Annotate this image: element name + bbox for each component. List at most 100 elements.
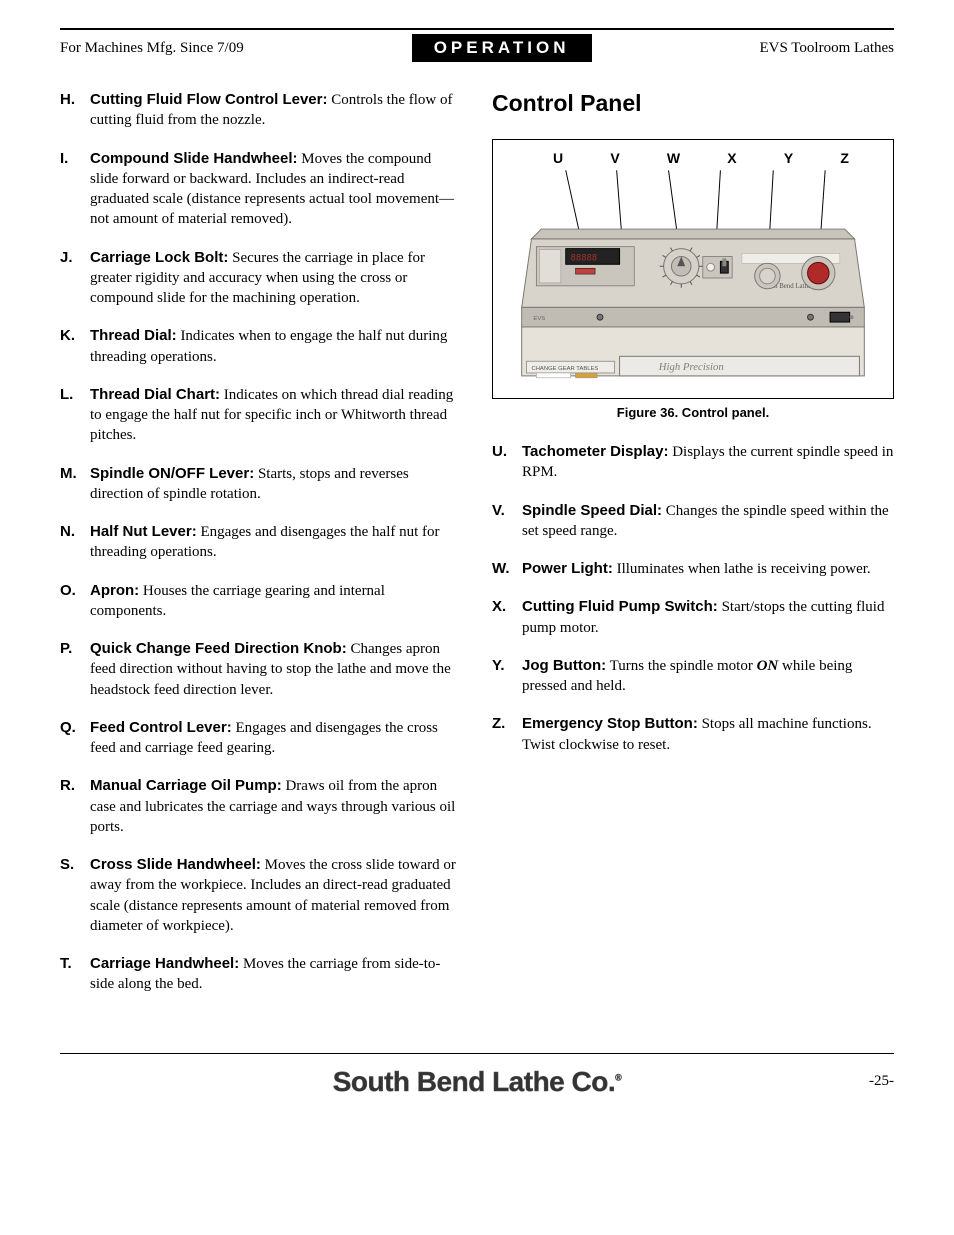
header-right: EVS Toolroom Lathes	[759, 40, 894, 57]
definition-item: N.Half Nut Lever: Engages and disengages…	[60, 522, 462, 563]
definition-body: Spindle ON/OFF Lever: Starts, stops and …	[90, 464, 462, 505]
top-rule	[60, 28, 894, 30]
definition-body: Power Light: Illuminates when lathe is r…	[522, 559, 894, 579]
definition-letter: Z.	[492, 714, 522, 755]
definition-body: Jog Button: Turns the spindle motor ON w…	[522, 656, 894, 697]
definition-item: O.Apron: Houses the carriage gearing and…	[60, 581, 462, 622]
definition-body: Feed Control Lever: Engages and disengag…	[90, 718, 462, 759]
control-panel-heading: Control Panel	[492, 90, 894, 117]
definition-item: Q.Feed Control Lever: Engages and diseng…	[60, 718, 462, 759]
content-columns: H.Cutting Fluid Flow Control Lever: Cont…	[60, 90, 894, 1013]
definition-body: Quick Change Feed Direction Knob: Change…	[90, 639, 462, 700]
definition-letter: M.	[60, 464, 90, 505]
definition-letter: X.	[492, 597, 522, 638]
definition-term: Tachometer Display:	[522, 443, 668, 460]
definition-item: J.Carriage Lock Bolt: Secures the carria…	[60, 248, 462, 309]
definition-letter: J.	[60, 248, 90, 309]
definition-term: Compound Slide Handwheel:	[90, 150, 298, 167]
definition-term: Thread Dial Chart:	[90, 386, 220, 403]
figure-drawing: CHANGE GEAR TABLESHigh Precision88888Sou…	[507, 168, 879, 388]
definition-letter: T.	[60, 954, 90, 995]
definition-letter: W.	[492, 559, 522, 579]
figure-callout-letter: X	[727, 150, 736, 166]
definition-term: Half Nut Lever:	[90, 523, 197, 540]
definition-term: Cross Slide Handwheel:	[90, 856, 261, 873]
svg-text:CHANGE GEAR TABLES: CHANGE GEAR TABLES	[531, 366, 598, 372]
definition-term: Cutting Fluid Pump Switch:	[522, 598, 718, 615]
definition-item: T.Carriage Handwheel: Moves the carriage…	[60, 954, 462, 995]
on-word: ON	[757, 658, 779, 674]
definition-letter: S.	[60, 855, 90, 936]
definition-letter: P.	[60, 639, 90, 700]
definition-term: Jog Button:	[522, 657, 606, 674]
definition-item: W.Power Light: Illuminates when lathe is…	[492, 559, 894, 579]
figure-callout-letter: Z	[840, 150, 849, 166]
definition-item: V.Spindle Speed Dial: Changes the spindl…	[492, 501, 894, 542]
definition-term: Cutting Fluid Flow Control Lever:	[90, 91, 327, 108]
definition-term: Spindle ON/OFF Lever:	[90, 465, 254, 482]
definition-body: Cutting Fluid Flow Control Lever: Contro…	[90, 90, 462, 131]
definition-item: X.Cutting Fluid Pump Switch: Start/stops…	[492, 597, 894, 638]
registered-mark: ®	[615, 1072, 621, 1082]
definition-body: Tachometer Display: Displays the current…	[522, 442, 894, 483]
right-definition-list: U.Tachometer Display: Displays the curre…	[492, 442, 894, 755]
definition-item: Z.Emergency Stop Button: Stops all machi…	[492, 714, 894, 755]
definition-item: R.Manual Carriage Oil Pump: Draws oil fr…	[60, 776, 462, 837]
svg-text:High Precision: High Precision	[658, 361, 724, 373]
bottom-rule	[60, 1053, 894, 1054]
figure-callout-letter: U	[553, 150, 563, 166]
definition-letter: R.	[60, 776, 90, 837]
definition-letter: H.	[60, 90, 90, 131]
definition-letter: L.	[60, 385, 90, 446]
figure-callout-letter: W	[667, 150, 680, 166]
svg-text:88888: 88888	[571, 253, 597, 263]
definition-term: Thread Dial:	[90, 327, 177, 344]
definition-letter: U.	[492, 442, 522, 483]
definition-item: K.Thread Dial: Indicates when to engage …	[60, 326, 462, 367]
definition-item: L.Thread Dial Chart: Indicates on which …	[60, 385, 462, 446]
header-left: For Machines Mfg. Since 7/09	[60, 40, 244, 57]
definition-term: Carriage Lock Bolt:	[90, 249, 228, 266]
definition-body: Spindle Speed Dial: Changes the spindle …	[522, 501, 894, 542]
left-column: H.Cutting Fluid Flow Control Lever: Cont…	[60, 90, 462, 1013]
control-panel-svg: CHANGE GEAR TABLESHigh Precision88888Sou…	[507, 168, 879, 388]
page-number: -25-	[869, 1073, 894, 1090]
definition-item: I.Compound Slide Handwheel: Moves the co…	[60, 149, 462, 230]
definition-item: U.Tachometer Display: Displays the curre…	[492, 442, 894, 483]
definition-letter: Q.	[60, 718, 90, 759]
definition-term: Emergency Stop Button:	[522, 715, 698, 732]
page-footer: South Bend Lathe Co.® -25-	[60, 1066, 894, 1098]
definition-item: P.Quick Change Feed Direction Knob: Chan…	[60, 639, 462, 700]
definition-term: Quick Change Feed Direction Knob:	[90, 640, 347, 657]
footer-logo: South Bend Lathe Co.®	[333, 1066, 622, 1098]
definition-letter: O.	[60, 581, 90, 622]
definition-body: Half Nut Lever: Engages and disengages t…	[90, 522, 462, 563]
definition-term: Power Light:	[522, 560, 613, 577]
figure-caption: Figure 36. Control panel.	[492, 405, 894, 420]
figure-36: UVWXYZ CHANGE GEAR TABLESHigh Precision8…	[492, 139, 894, 399]
header-center-badge: OPERATION	[412, 34, 592, 62]
definition-body: Thread Dial Chart: Indicates on which th…	[90, 385, 462, 446]
left-definition-list: H.Cutting Fluid Flow Control Lever: Cont…	[60, 90, 462, 995]
definition-item: H.Cutting Fluid Flow Control Lever: Cont…	[60, 90, 462, 131]
right-column: Control Panel UVWXYZ CHANGE GEAR TABLESH…	[492, 90, 894, 1013]
figure-callout-letter: V	[610, 150, 619, 166]
definition-body: Cross Slide Handwheel: Moves the cross s…	[90, 855, 462, 936]
definition-letter: K.	[60, 326, 90, 367]
definition-letter: N.	[60, 522, 90, 563]
definition-body: Thread Dial: Indicates when to engage th…	[90, 326, 462, 367]
definition-body: Manual Carriage Oil Pump: Draws oil from…	[90, 776, 462, 837]
definition-body: Apron: Houses the carriage gearing and i…	[90, 581, 462, 622]
definition-body: Carriage Lock Bolt: Secures the carriage…	[90, 248, 462, 309]
page-header: For Machines Mfg. Since 7/09 OPERATION E…	[60, 34, 894, 62]
definition-term: Feed Control Lever:	[90, 719, 232, 736]
definition-body: Compound Slide Handwheel: Moves the comp…	[90, 149, 462, 230]
definition-term: Carriage Handwheel:	[90, 955, 239, 972]
footer-logo-text: South Bend Lathe Co.	[333, 1066, 615, 1097]
figure-label-row: UVWXYZ	[507, 150, 879, 166]
definition-letter: Y.	[492, 656, 522, 697]
definition-letter: I.	[60, 149, 90, 230]
svg-text:EVS: EVS	[533, 316, 545, 322]
definition-term: Apron:	[90, 582, 139, 599]
definition-body: Carriage Handwheel: Moves the carriage f…	[90, 954, 462, 995]
